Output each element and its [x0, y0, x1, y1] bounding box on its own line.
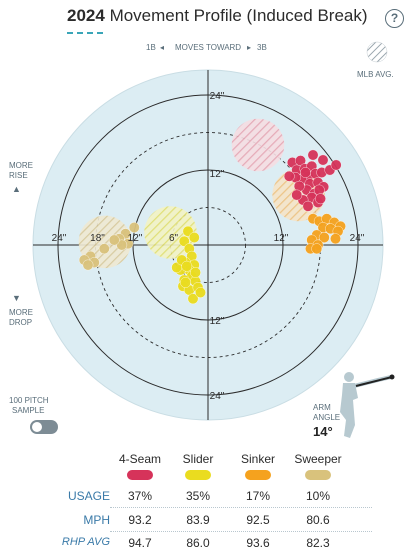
- direction-left-arrow: ◂: [160, 43, 164, 52]
- rhp-avg-4-seam: 94.7: [128, 536, 152, 550]
- year-underline: [67, 32, 103, 34]
- point-sweeper: [98, 243, 110, 255]
- point-slider: [180, 277, 191, 288]
- tick-right-24: 24": [350, 233, 365, 244]
- pitch-name-4-seam: 4-Seam: [118, 452, 162, 466]
- direction-right: 3B: [257, 43, 267, 52]
- pitch-name-sweeper: Sweeper: [294, 452, 342, 466]
- point-sinker: [311, 243, 323, 255]
- tick-left-24: 24": [52, 233, 67, 244]
- arrow-up-icon: ▲: [12, 184, 21, 194]
- tick-left-18: 18": [90, 233, 105, 244]
- point-slider: [181, 260, 193, 272]
- point-sinker: [318, 232, 330, 243]
- tick-bottom-24: 24": [210, 391, 225, 402]
- mph-sweeper: 80.6: [306, 513, 330, 527]
- arrow-down-icon: ▼: [12, 293, 21, 303]
- row-label-mph: MPH: [83, 513, 110, 527]
- point-four_seam: [300, 167, 311, 178]
- point-sweeper: [116, 239, 128, 251]
- sample-label-line2: SAMPLE: [12, 406, 44, 415]
- plot-area: [32, 69, 384, 421]
- point-sweeper: [128, 222, 140, 233]
- pitcher-silhouette-icon: [340, 372, 395, 438]
- more-rise-line1: MORE: [9, 161, 33, 170]
- sample-label-line1: 100 PITCH: [9, 396, 49, 405]
- point-slider: [178, 235, 190, 247]
- more-rise-line2: RISE: [9, 171, 28, 180]
- point-slider: [195, 287, 206, 298]
- title-text: Movement Profile (Induced Break): [109, 6, 368, 25]
- tick-top-12: 12": [210, 169, 225, 180]
- arm-angle-value: 14°: [313, 424, 333, 439]
- pitch-points: [78, 149, 346, 305]
- point-four_seam: [330, 159, 342, 171]
- pitch-color-4-seam: [127, 470, 153, 480]
- point-four_seam: [302, 200, 314, 212]
- pitch-name-sinker: Sinker: [240, 452, 275, 466]
- mph-sinker: 92.5: [246, 513, 270, 527]
- toggle-knob: [32, 422, 42, 432]
- mlb-avg-4-seam: [231, 118, 285, 172]
- point-sweeper: [108, 234, 120, 246]
- point-sinker: [330, 233, 341, 245]
- rhp-avg-slider: 86.0: [186, 536, 210, 550]
- usage-sweeper: 10%: [305, 489, 331, 503]
- rhp-avg-sweeper: 82.3: [306, 536, 330, 550]
- row-label-usage: USAGE: [67, 489, 110, 503]
- mph-slider: 83.9: [186, 513, 210, 527]
- point-slider: [188, 232, 200, 243]
- tick-bottom-12: 12": [210, 316, 225, 327]
- tick-left-6: 6": [169, 233, 179, 244]
- row-label-rhp-avg: RHP AVG: [61, 536, 110, 548]
- direction-right-arrow: ▸: [247, 43, 251, 52]
- point-four_seam: [317, 154, 329, 166]
- ring-tick-labels: 24" 12" 12" 24" 24" 18" 12" 6" 12" 24": [52, 91, 365, 402]
- row-divider-2: [110, 531, 372, 532]
- usage-sinker: 17%: [245, 489, 271, 503]
- usage-4-seam: 37%: [127, 489, 153, 503]
- point-four_seam: [307, 149, 319, 161]
- sample-toggle[interactable]: [30, 420, 58, 434]
- title-year: 2024: [67, 6, 105, 25]
- point-four_seam: [315, 193, 326, 205]
- tick-left-12: 12": [128, 233, 143, 244]
- usage-slider: 35%: [185, 489, 211, 503]
- movement-chart: 24" 12" 12" 24" 24" 18" 12" 6" 12" 24" 1B ◂ MOVES…: [9, 41, 395, 439]
- pitch-color-sweeper: [305, 470, 331, 480]
- point-slider: [187, 293, 199, 305]
- point-sweeper: [82, 259, 94, 271]
- title-block: 2024 Movement Profile (Induced Break): [67, 6, 368, 34]
- row-divider-1: [110, 507, 372, 508]
- direction-middle: MOVES TOWARD: [175, 43, 241, 52]
- point-four_seam: [291, 189, 303, 201]
- point-four_seam: [283, 170, 295, 182]
- pitch-name-slider: Slider: [182, 452, 214, 466]
- mph-4-seam: 93.2: [128, 513, 152, 527]
- mlb-avg-icon: [366, 41, 388, 63]
- point-slider: [190, 267, 201, 278]
- arm-angle-label-line2: ANGLE: [313, 413, 340, 422]
- more-drop-line1: MORE: [9, 308, 33, 317]
- page-title: 2024 Movement Profile (Induced Break): [67, 6, 368, 26]
- direction-left: 1B: [146, 43, 156, 52]
- tick-top-24: 24": [210, 91, 225, 102]
- rhp-avg-sinker: 93.6: [246, 536, 270, 550]
- arm-angle-label-line1: ARM: [313, 403, 331, 412]
- pitch-color-sinker: [245, 470, 271, 480]
- tick-right-12: 12": [274, 233, 289, 244]
- mlb-avg-label: MLB AVG.: [357, 70, 394, 79]
- help-icon[interactable]: ?: [385, 9, 404, 28]
- more-drop-line2: DROP: [9, 318, 32, 327]
- pitch-color-slider: [185, 470, 211, 480]
